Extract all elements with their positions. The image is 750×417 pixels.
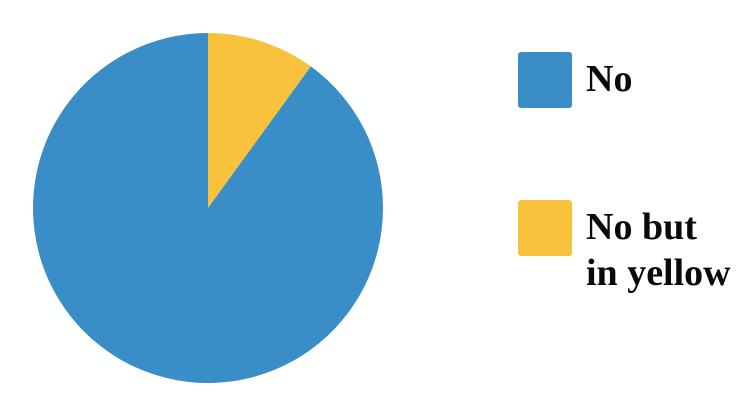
legend-label-no: No	[586, 58, 633, 100]
legend-swatch-no-but-in-yellow	[518, 200, 572, 256]
pie-slice-no	[32, 33, 383, 384]
legend-label-no-but-in-yellow: No but in yellow	[586, 206, 731, 294]
pie-slice-no-but-in-yellow	[208, 33, 311, 208]
pie-slices	[32, 33, 383, 384]
legend-swatch-no	[518, 52, 572, 108]
